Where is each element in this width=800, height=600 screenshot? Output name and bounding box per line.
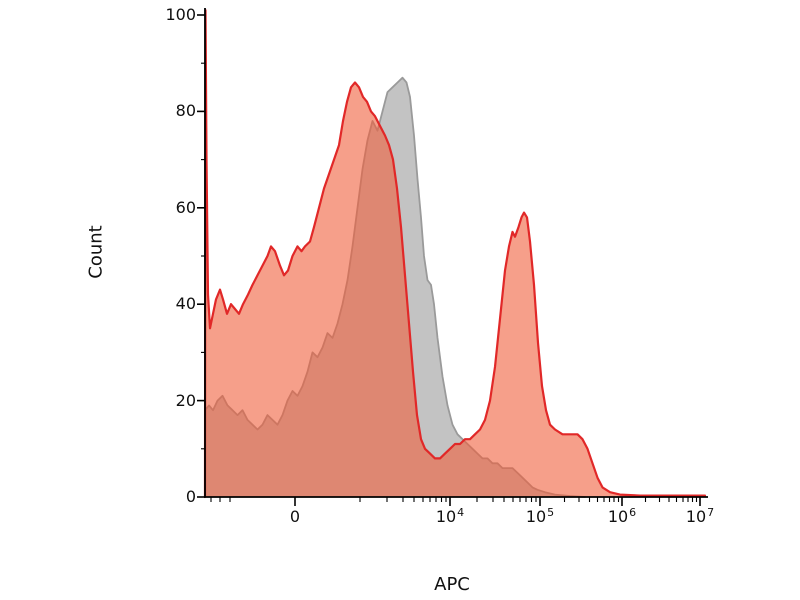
y-tick-label: 80	[175, 101, 196, 121]
x-tick-label: 107	[685, 506, 715, 526]
y-axis-title: Count	[85, 225, 107, 279]
y-tick-label: 60	[175, 197, 196, 217]
x-tick-label: 106	[607, 506, 637, 526]
x-tick-label: 105	[525, 506, 555, 526]
x-axis-title: APC	[434, 574, 470, 595]
red-histogram-outline	[203, 9, 707, 499]
red-histogram-area	[205, 10, 705, 497]
x-tick-label: 0	[289, 507, 301, 526]
y-tick-label: 40	[175, 294, 196, 314]
y-tick-label: 0	[185, 487, 196, 506]
y-tick-label: 20	[175, 390, 196, 410]
y-tick-label: 100	[165, 5, 196, 24]
x-tick-label: 104	[435, 506, 465, 526]
